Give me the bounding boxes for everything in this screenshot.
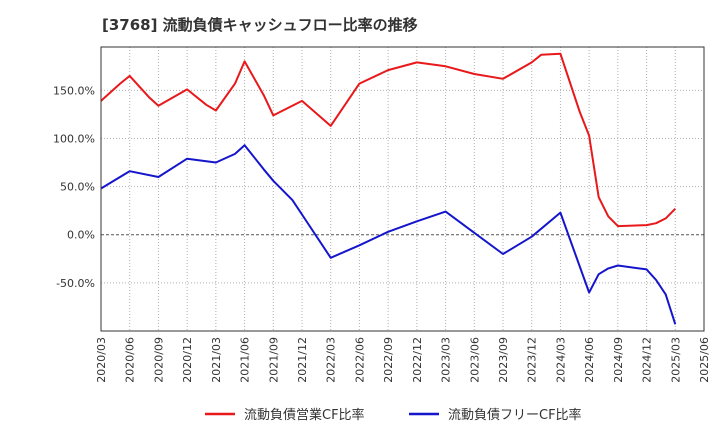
grid	[100, 47, 705, 331]
y-axis: 150.0% 100.0% 50.0% 0.0% -50.0%	[53, 84, 95, 290]
x-tick-label: 2022/06	[353, 337, 366, 383]
series-lines	[100, 52, 677, 325]
y-tick-label: 50.0%	[60, 181, 95, 194]
x-tick-label: 2024/03	[554, 337, 567, 383]
x-tick-label: 2023/03	[440, 337, 453, 383]
y-tick-label: 100.0%	[53, 132, 95, 145]
series-line-operating-cf	[100, 52, 677, 228]
x-tick-label: 2020/03	[95, 337, 108, 383]
x-axis: 2020/03 2020/06 2020/09 2020/12 2021/03 2021/…	[95, 337, 711, 383]
x-tick-label: 2021/03	[210, 337, 223, 383]
x-tick-label: 2021/06	[239, 337, 252, 383]
x-tick-label: 2020/09	[152, 337, 165, 383]
x-tick-label: 2022/09	[382, 337, 395, 383]
x-tick-label: 2024/09	[612, 337, 625, 383]
legend: 流動負債営業CF比率 流動負債フリーCF比率	[205, 407, 582, 423]
chart-title: [3768] 流動負債キャッシュフロー比率の推移	[102, 16, 418, 34]
x-tick-label: 2024/12	[641, 337, 654, 383]
x-tick-label: 2020/12	[181, 337, 194, 383]
x-tick-label: 2020/06	[124, 337, 137, 383]
x-tick-label: 2021/09	[267, 337, 280, 383]
x-tick-label: 2023/09	[497, 337, 510, 383]
x-tick-label: 2024/06	[583, 337, 596, 383]
legend-label-operating: 流動負債営業CF比率	[244, 407, 365, 423]
y-tick-label: 0.0%	[67, 229, 95, 242]
x-tick-label: 2025/03	[669, 337, 682, 383]
plot-frame	[100, 46, 705, 332]
y-tick-label: 150.0%	[53, 84, 95, 97]
x-tick-label: 2022/12	[411, 337, 424, 383]
y-tick-label: -50.0%	[56, 277, 95, 290]
legend-label-free: 流動負債フリーCF比率	[448, 407, 582, 423]
x-tick-label: 2023/12	[526, 337, 539, 383]
x-tick-label: 2025/06	[698, 337, 711, 383]
x-tick-label: 2021/12	[296, 337, 309, 383]
x-tick-label: 2023/06	[468, 337, 481, 383]
x-tick-label: 2022/03	[325, 337, 338, 383]
series-line-free-cf	[100, 144, 677, 325]
